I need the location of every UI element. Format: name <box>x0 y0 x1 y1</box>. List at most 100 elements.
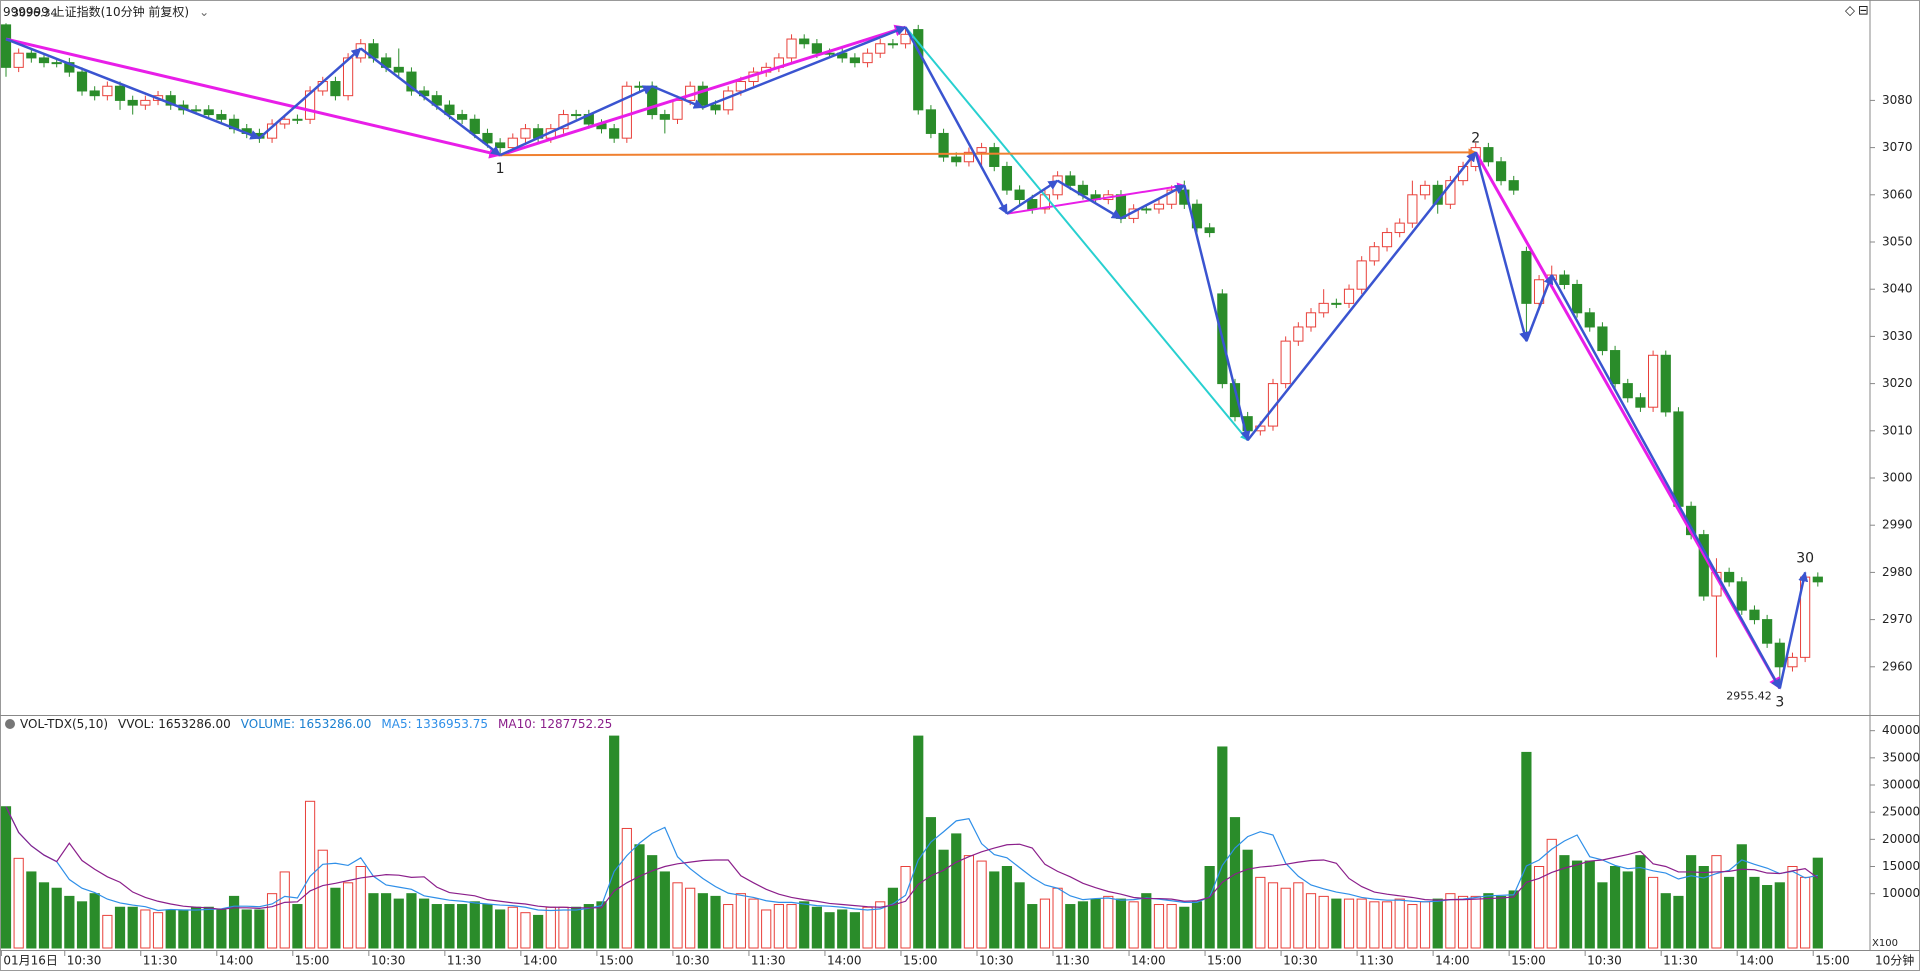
volume-bar <box>621 827 632 949</box>
candle-body <box>1407 194 1418 224</box>
volume-bar <box>773 904 784 949</box>
indicator-title: VOL-TDX(5,10) <box>20 717 109 731</box>
volume-bar <box>672 882 683 949</box>
candle-body <box>406 71 417 92</box>
collapse-icon[interactable] <box>5 719 15 729</box>
candle-body <box>875 43 886 54</box>
volume-bar <box>507 906 518 949</box>
volume-bar <box>685 887 696 949</box>
candle-body <box>1724 571 1735 583</box>
x-tick-label: 10:30 <box>675 954 710 968</box>
volume-bar <box>228 895 240 949</box>
volume-bar <box>482 904 493 949</box>
volume-bar <box>558 906 569 949</box>
annotation: 3096.34 <box>12 6 58 19</box>
volume-bar <box>1166 904 1177 949</box>
icon[interactable]: ◇ <box>1845 4 1855 19</box>
candle-body <box>647 85 658 116</box>
candle-body <box>1521 250 1532 304</box>
candle-body <box>1749 609 1760 621</box>
volume-bar <box>951 833 962 949</box>
wave-line <box>1778 571 1809 689</box>
candle-body <box>1559 274 1570 285</box>
volume-bar <box>1153 904 1165 949</box>
volume-bar <box>241 909 252 949</box>
volume-bar <box>1103 895 1114 949</box>
volume-bar <box>1457 895 1469 949</box>
volume-bar <box>1305 893 1317 949</box>
volume-bar <box>330 887 341 949</box>
volume-bar <box>355 866 366 949</box>
x-tick-label: 10:30 <box>371 954 406 968</box>
volume-bar <box>1483 893 1494 949</box>
volume-bar <box>165 909 176 949</box>
volume-bar <box>697 893 708 949</box>
volume-bar <box>1749 876 1760 949</box>
volume-bar <box>925 817 937 949</box>
volume-bar <box>254 909 265 949</box>
candle-body <box>89 90 100 97</box>
volume-bar <box>1369 901 1380 949</box>
volume-bar <box>1065 904 1076 949</box>
candle-body <box>1381 232 1393 248</box>
volume-bar <box>1381 901 1393 949</box>
wave-line <box>1246 151 1477 442</box>
volume-bar <box>761 909 772 949</box>
volume-bar <box>1622 871 1633 949</box>
volume-bar <box>216 909 227 949</box>
chart-title: 999999 上证指数(10分钟 前复权) <box>3 5 190 19</box>
volume-bar <box>811 906 822 949</box>
candle-body <box>976 147 987 153</box>
volume-bar <box>1508 890 1519 949</box>
annotation: 2955.42 <box>1726 689 1772 702</box>
volume-bar <box>1559 855 1570 949</box>
legend-entry: MA5: 1336953.75 <box>381 717 488 731</box>
candle-body <box>51 62 62 65</box>
wave-line <box>500 148 1477 157</box>
volume-bar <box>1711 855 1722 949</box>
volume-bar <box>1419 901 1431 949</box>
dropdown-icon[interactable]: ⌄ <box>199 5 210 19</box>
candle-body <box>621 85 632 139</box>
volume-bar <box>419 898 430 949</box>
icon[interactable]: ⊟ <box>1858 4 1869 19</box>
volume-bar <box>1724 876 1735 949</box>
x-tick-label: 10:30 <box>1587 954 1622 968</box>
volume-bar <box>51 887 62 949</box>
volume-bar <box>799 901 810 949</box>
volume-bar <box>824 912 835 949</box>
candle-body <box>1609 350 1621 385</box>
volume-bar <box>1445 893 1456 949</box>
candle-body <box>1153 203 1165 210</box>
volume-bar <box>1128 901 1139 949</box>
volume-bar <box>887 887 898 949</box>
volume-bar <box>469 901 480 949</box>
x-tick-label: 11:30 <box>1055 954 1090 968</box>
x-tick-label: 15:00 <box>295 954 330 968</box>
volume-bar <box>1229 817 1241 949</box>
volume-bar <box>1470 895 1481 949</box>
x-tick-label: 15:00 <box>1511 954 1546 968</box>
volume-bar <box>1115 898 1127 949</box>
y-tick-label: 25000 <box>1882 805 1920 819</box>
volume-bar <box>1014 882 1025 949</box>
wave-line <box>1056 179 1122 220</box>
volume-bar <box>786 904 797 949</box>
candle-body <box>659 114 670 120</box>
volume-bar <box>1546 838 1557 949</box>
candle-body <box>444 104 455 116</box>
candle-body <box>203 109 214 116</box>
legend-entry: VOLUME: 1653286.00 <box>240 717 372 731</box>
candle-body <box>1343 288 1355 304</box>
volume-bar <box>13 857 24 949</box>
y-tick-label: 20000 <box>1882 832 1920 846</box>
ma-line <box>5 806 1819 911</box>
candle-body <box>216 114 227 120</box>
candle-body <box>1065 175 1076 186</box>
x-tick-label: 15:00 <box>599 954 634 968</box>
candle-body <box>1166 189 1177 205</box>
volume-bar <box>1533 866 1545 949</box>
candle-body <box>1394 222 1405 234</box>
volume-bar <box>1280 887 1291 949</box>
volume-bar <box>1331 898 1342 949</box>
